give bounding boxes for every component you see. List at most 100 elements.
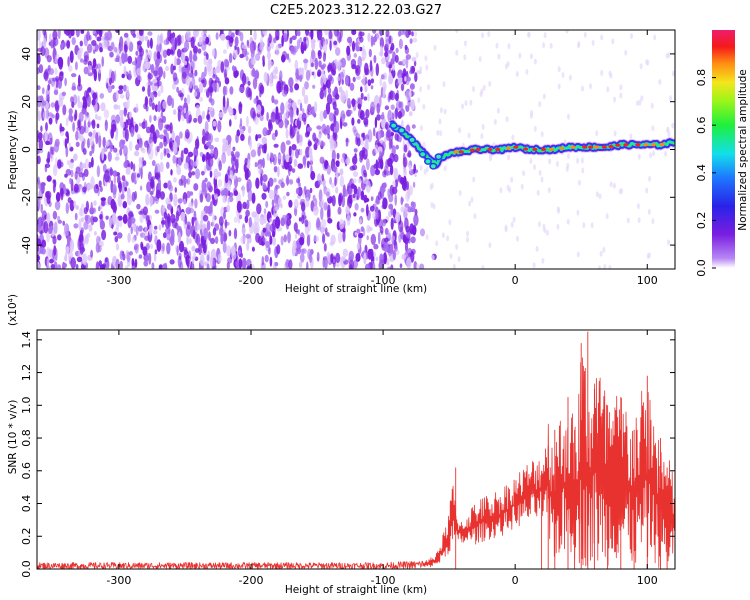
noise-speckle: [77, 237, 82, 251]
noise-speckle: [255, 232, 261, 243]
signal-blob-core: [420, 152, 426, 157]
noise-speckle: [59, 187, 64, 197]
noise-speckle: [55, 156, 58, 167]
noise-speckle: [385, 124, 388, 130]
noise-speckle: [198, 77, 202, 83]
noise-speckle: [48, 248, 53, 258]
noise-speckle: [122, 214, 128, 224]
noise-speckle: [316, 251, 320, 262]
noise-speckle: [320, 207, 324, 220]
signal-hotspot: [495, 147, 501, 152]
noise-speckle: [218, 111, 224, 118]
noise-speckle: [402, 156, 408, 168]
colorbar-gradient: [712, 30, 735, 268]
noise-speckle: [207, 156, 214, 168]
noise-speckle: [266, 51, 271, 60]
snr-frame: [36, 329, 676, 570]
noise-speckle: [198, 243, 202, 256]
noise-speckle: [246, 115, 249, 127]
noise-speckle: [297, 229, 301, 236]
noise-speckle: [163, 232, 167, 239]
noise-speckle: [247, 158, 251, 170]
noise-speckle: [370, 78, 375, 84]
noise-speckle: [174, 37, 177, 50]
noise-speckle: [250, 149, 257, 158]
noise-speckle: [242, 73, 247, 86]
noise-speckle: [177, 255, 182, 268]
noise-speckle: [390, 42, 395, 51]
noise-speckle: [280, 141, 286, 154]
noise-speckle: [394, 54, 399, 63]
noise-speckle: [370, 196, 374, 202]
noise-speckle: [56, 264, 62, 269]
noise-speckle: [113, 231, 118, 236]
noise-speckle: [109, 168, 114, 176]
faint-speckle: [605, 213, 609, 220]
noise-speckle: [171, 218, 178, 229]
faint-speckle: [529, 158, 533, 164]
noise-speckle: [65, 30, 70, 36]
noise-speckle: [228, 229, 232, 237]
noise-speckle: [101, 56, 104, 67]
noise-speckle: [318, 189, 323, 202]
noise-speckle: [244, 215, 249, 224]
noise-speckle: [353, 212, 357, 217]
noise-speckle: [325, 124, 331, 136]
noise-speckle: [78, 111, 84, 122]
noise-speckle: [206, 254, 210, 262]
faint-speckle: [547, 187, 551, 194]
x-tick-label: -200: [239, 274, 264, 287]
faint-speckle: [582, 222, 586, 229]
faint-speckle: [506, 184, 510, 191]
noise-speckle: [159, 32, 164, 45]
x-tick-label: -100: [371, 274, 396, 287]
noise-speckle: [224, 173, 229, 184]
signal-hotspot: [487, 147, 493, 152]
faint-speckle: [651, 125, 655, 132]
noise-speckle: [349, 82, 355, 91]
noise-speckle: [335, 252, 341, 263]
noise-speckle: [367, 93, 370, 102]
faint-speckle: [504, 224, 508, 231]
noise-speckle: [419, 263, 425, 269]
noise-speckle: [376, 103, 381, 114]
noise-speckle: [98, 135, 102, 148]
noise-speckle: [208, 106, 214, 112]
noise-speckle: [157, 66, 163, 78]
noise-speckle: [252, 77, 258, 90]
noise-speckle: [265, 200, 269, 208]
noise-speckle: [246, 241, 250, 251]
noise-speckle: [112, 204, 118, 212]
noise-speckle: [64, 223, 70, 236]
noise-speckle: [360, 154, 364, 161]
noise-speckle: [40, 203, 43, 214]
noise-speckle: [413, 213, 419, 226]
faint-speckle: [479, 91, 483, 98]
noise-speckle: [81, 216, 84, 223]
noise-speckle: [379, 77, 383, 87]
noise-speckle: [410, 236, 416, 244]
noise-speckle: [40, 125, 43, 132]
noise-speckle: [83, 168, 89, 178]
noise-speckle: [213, 182, 218, 195]
noise-speckle: [64, 77, 67, 87]
noise-speckle: [151, 160, 156, 167]
noise-speckle: [186, 94, 191, 105]
faint-speckle: [611, 38, 615, 45]
y-tick-label: 1.0: [20, 397, 33, 415]
noise-speckle: [380, 86, 384, 98]
noise-speckle: [249, 41, 255, 54]
noise-speckle: [362, 78, 366, 86]
noise-speckle: [83, 51, 89, 60]
faint-speckle: [469, 99, 473, 106]
x-tick-label: 100: [637, 574, 658, 587]
noise-speckle: [183, 198, 186, 205]
noise-speckle: [199, 220, 203, 227]
noise-speckle: [296, 178, 301, 184]
faint-speckle: [640, 95, 644, 102]
noise-speckle: [210, 149, 214, 157]
noise-speckle: [147, 31, 153, 36]
noise-speckle: [360, 207, 365, 213]
noise-speckle: [342, 248, 349, 257]
noise-speckle: [192, 54, 198, 62]
